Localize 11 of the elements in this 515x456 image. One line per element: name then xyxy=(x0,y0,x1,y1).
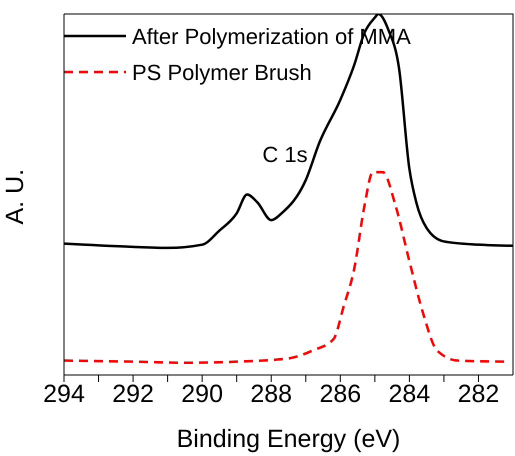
x-tick-label: 288 xyxy=(250,380,292,408)
x-tick-label: 292 xyxy=(112,380,154,408)
annotation: C 1s xyxy=(262,142,308,167)
x-axis-title: Binding Energy (eV) xyxy=(176,425,400,453)
x-tick-label: 290 xyxy=(181,380,224,408)
legend-label: PS Polymer Brush xyxy=(132,60,312,85)
x-tick-label: 286 xyxy=(319,380,362,408)
x-tick-label: 282 xyxy=(458,380,500,408)
x-tick-label: 284 xyxy=(388,380,430,408)
y-axis-title: A. U. xyxy=(0,168,29,224)
x-tick-label: 294 xyxy=(43,380,85,408)
